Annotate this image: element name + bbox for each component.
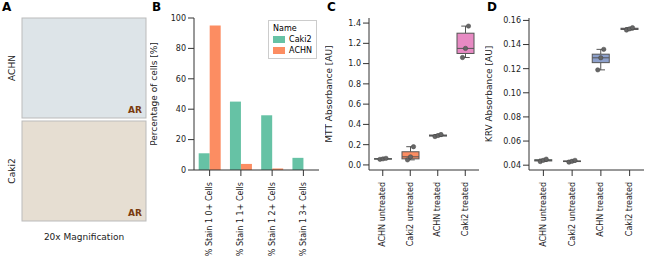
svg-text:20: 20 [176,135,186,144]
svg-text:% Stain 1 3+ Cells: % Stain 1 3+ Cells [299,182,308,256]
html-text:B: B [152,0,162,14]
svg-text:0.06: 0.06 [503,137,521,146]
svg-text:20x Magnification: 20x Magnification [44,232,124,242]
svg-text:ACHN treated: ACHN treated [596,182,605,237]
svg-text:0.8: 0.8 [348,80,361,89]
svg-text:0.16: 0.16 [503,16,521,25]
svg-text:1.0: 1.0 [348,59,361,68]
svg-text:Caki2 untreated: Caki2 untreated [568,182,577,246]
html-text:ACHN: ACHN [289,46,312,55]
html-text:D: D [487,0,497,14]
svg-text:100: 100 [171,14,186,23]
html-text:Caki2: Caki2 [289,35,312,44]
svg-text:ACHN: ACHN [7,55,17,81]
svg-text:0.4: 0.4 [348,120,361,129]
svg-text:40: 40 [176,105,186,114]
html-text:Name: Name [273,24,297,33]
svg-text:0.04: 0.04 [503,161,521,170]
svg-text:MTT Absorbance [AU]: MTT Absorbance [AU] [325,45,334,142]
html-text:C: C [327,0,336,14]
svg-text:80: 80 [176,44,186,53]
svg-text:0.12: 0.12 [503,65,521,74]
html-text:A: A [2,0,12,14]
svg-text:0.2: 0.2 [348,141,361,150]
svg-text:% Stain 1 1+ Cells: % Stain 1 1+ Cells [236,182,245,256]
svg-text:0.6: 0.6 [348,100,361,109]
svg-text:Caki2 treated: Caki2 treated [461,182,470,236]
svg-text:Caki2 untreated: Caki2 untreated [406,182,415,246]
svg-text:0.10: 0.10 [503,89,521,98]
svg-text:KRV Absorbance [AU]: KRV Absorbance [AU] [485,46,494,143]
svg-text:ACHN treated: ACHN treated [433,182,442,237]
svg-text:Percentage of cells [%]: Percentage of cells [%] [150,42,159,146]
svg-text:Caki2 treated: Caki2 treated [625,182,634,236]
svg-text:AR: AR [128,105,142,115]
svg-text:0: 0 [181,166,186,175]
svg-text:ACHN untreated: ACHN untreated [378,182,387,247]
svg-text:ACHN untreated: ACHN untreated [539,182,548,247]
svg-text:% Stain 1 2+ Cells: % Stain 1 2+ Cells [268,182,277,256]
svg-text:% Stain 1 0+ Cells: % Stain 1 0+ Cells [205,182,214,256]
svg-text:0.14: 0.14 [503,40,521,49]
svg-text:AR: AR [128,208,142,218]
svg-text:Caki2: Caki2 [7,158,17,183]
svg-text:1.2: 1.2 [348,39,361,48]
svg-text:0.0: 0.0 [348,161,361,170]
svg-text:60: 60 [176,75,186,84]
svg-text:0.08: 0.08 [503,113,521,122]
svg-text:1.4: 1.4 [348,19,361,28]
